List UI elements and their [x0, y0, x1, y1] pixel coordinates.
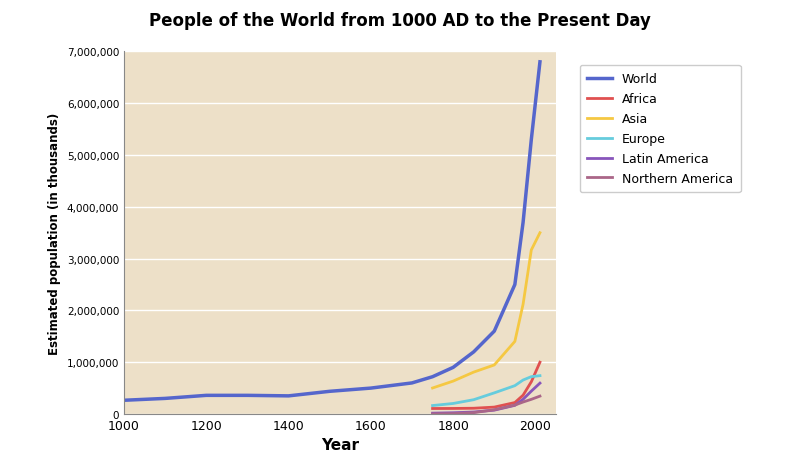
World	[407, 380, 417, 386]
Europe	[526, 374, 536, 380]
Latin America	[535, 380, 545, 386]
Asia	[526, 248, 536, 253]
World	[119, 397, 129, 403]
Latin America	[469, 409, 478, 415]
Europe	[448, 401, 458, 407]
Latin America	[428, 410, 438, 416]
World	[490, 328, 499, 334]
Latin America	[518, 397, 528, 402]
World	[242, 393, 252, 398]
Asia	[518, 302, 528, 307]
Legend: World, Africa, Asia, Europe, Latin America, Northern America: World, Africa, Asia, Europe, Latin Ameri…	[579, 66, 741, 193]
Northern America	[490, 407, 499, 413]
Northern America	[535, 394, 545, 399]
Europe	[428, 403, 438, 408]
Europe	[469, 397, 478, 403]
Line: Europe: Europe	[433, 376, 540, 406]
Asia	[448, 378, 458, 384]
World	[518, 220, 528, 226]
Y-axis label: Estimated population (in thousands): Estimated population (in thousands)	[48, 112, 62, 354]
Europe	[535, 373, 545, 379]
Asia	[469, 369, 478, 375]
Line: Latin America: Latin America	[433, 383, 540, 413]
Africa	[428, 406, 438, 411]
Line: Asia: Asia	[433, 233, 540, 388]
World	[526, 138, 536, 143]
Asia	[510, 339, 520, 345]
Line: World: World	[124, 63, 540, 400]
World	[325, 388, 334, 394]
Line: Africa: Africa	[433, 362, 540, 408]
Text: People of the World from 1000 AD to the Present Day: People of the World from 1000 AD to the …	[149, 12, 651, 30]
World	[469, 349, 478, 355]
Northern America	[526, 397, 536, 402]
Northern America	[469, 410, 478, 416]
Africa	[526, 379, 536, 385]
Latin America	[510, 403, 520, 408]
Asia	[490, 362, 499, 368]
Northern America	[448, 411, 458, 416]
World	[366, 386, 376, 391]
Europe	[518, 377, 528, 383]
World	[160, 396, 170, 401]
Africa	[448, 406, 458, 411]
Asia	[428, 385, 438, 391]
World	[448, 365, 458, 370]
Africa	[535, 359, 545, 365]
World	[510, 282, 520, 288]
Asia	[535, 230, 545, 236]
Latin America	[448, 410, 458, 416]
Africa	[490, 405, 499, 410]
Latin America	[490, 407, 499, 413]
Africa	[469, 406, 478, 411]
Europe	[490, 390, 499, 396]
Northern America	[518, 399, 528, 405]
Northern America	[510, 402, 520, 408]
Africa	[510, 400, 520, 406]
Northern America	[428, 411, 438, 417]
X-axis label: Year: Year	[321, 437, 359, 453]
Latin America	[526, 388, 536, 394]
World	[535, 60, 545, 66]
World	[284, 393, 294, 399]
World	[202, 393, 211, 398]
Africa	[518, 393, 528, 398]
Line: Northern America: Northern America	[433, 397, 540, 414]
Europe	[510, 383, 520, 389]
World	[428, 374, 438, 380]
